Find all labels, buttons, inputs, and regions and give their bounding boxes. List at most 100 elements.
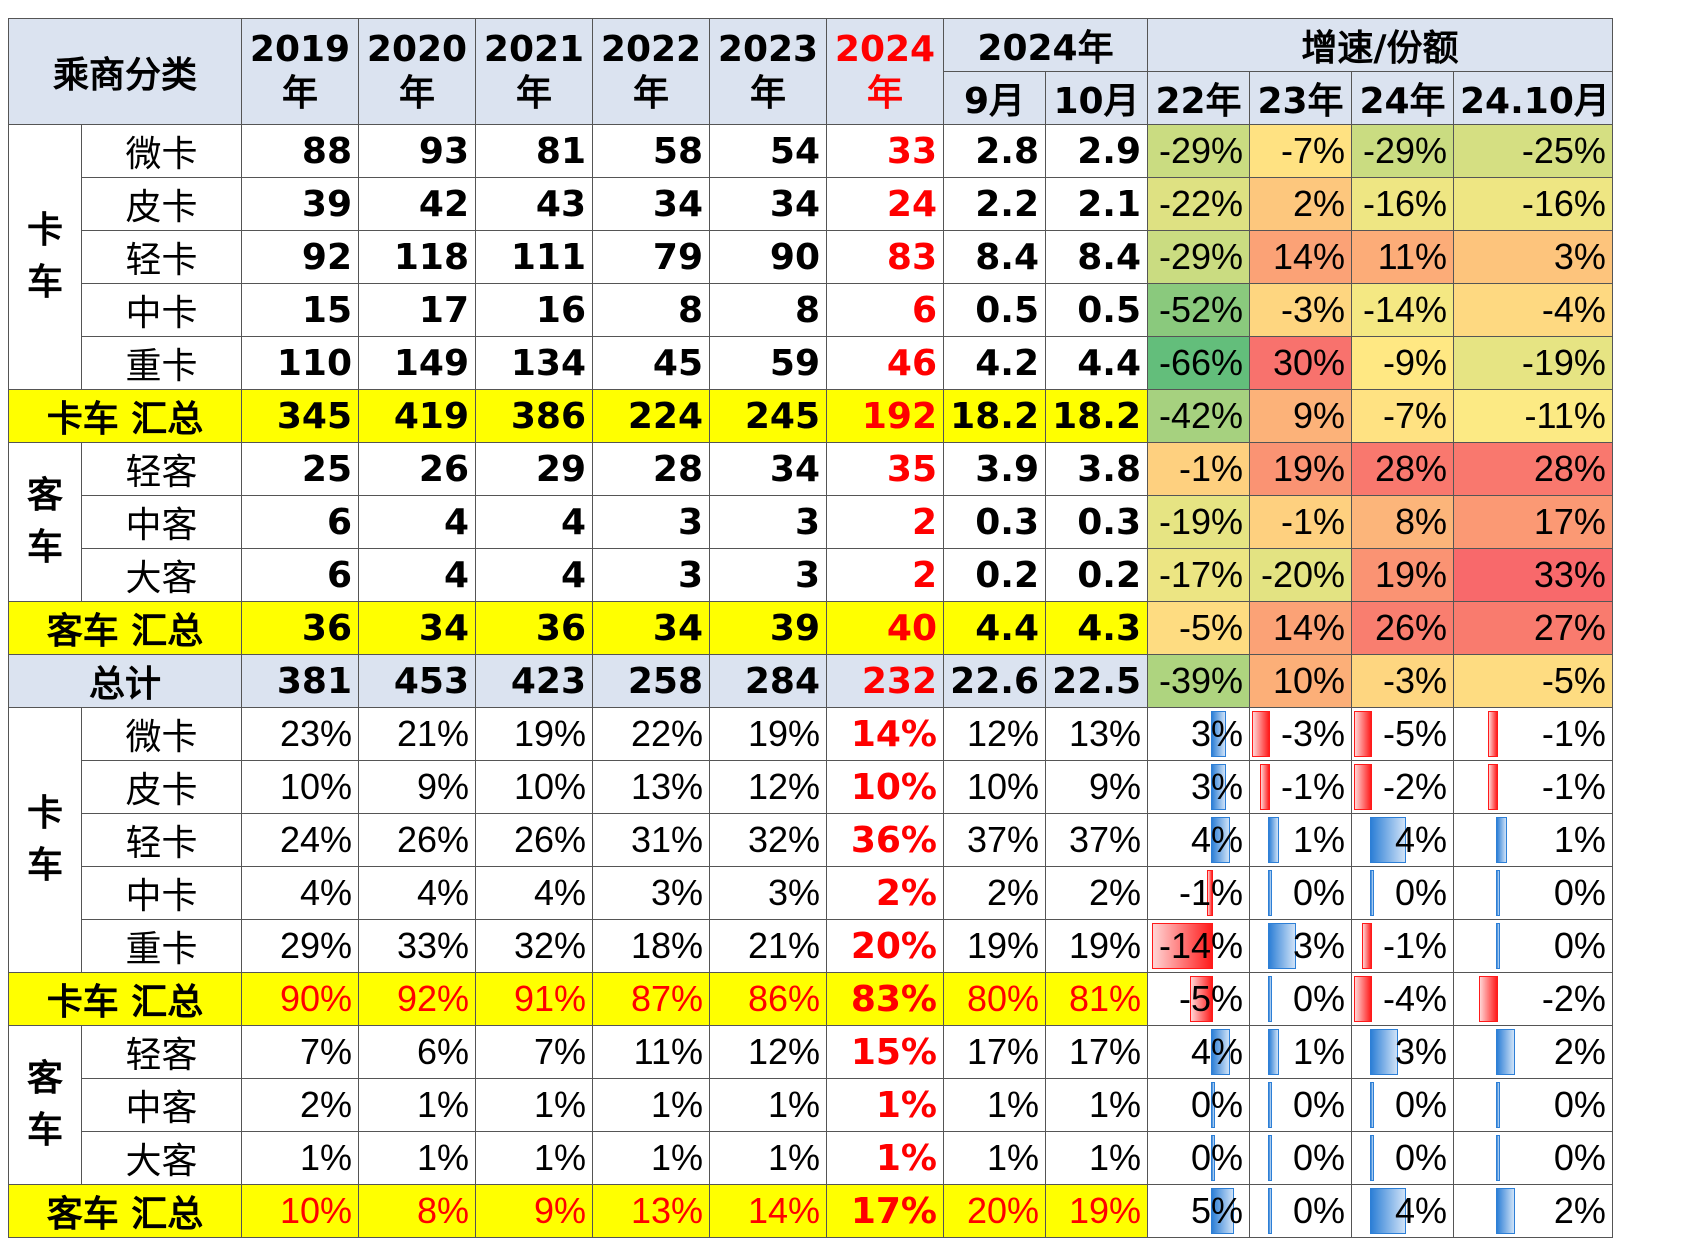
growth-cell: -1% <box>1147 442 1250 496</box>
share-delta-cell: 2% <box>1453 1025 1613 1079</box>
row-label: 中卡 <box>81 866 242 920</box>
month-value: 1% <box>1045 1078 1148 1132</box>
table-body: 卡车微卡 88 93 81 58 54 33 2.8 2.9 -29% -7% -29% -25% 皮卡 3… <box>8 124 1613 1238</box>
share-delta-cell: -5% <box>1351 707 1454 761</box>
share-row: 中卡 4% 4% 4% 3% 3% 2% 2% 2% -1% 0% 0% 0% <box>9 866 1613 920</box>
growth-cell: -7% <box>1249 124 1352 178</box>
share-delta-value: -5% <box>1178 978 1243 1019</box>
year-value: 2 <box>826 548 944 602</box>
positive-bar <box>1268 870 1272 916</box>
year-value: 3 <box>709 495 827 549</box>
positive-bar <box>1496 870 1500 916</box>
month-value: 4.2 <box>943 336 1046 390</box>
share-delta-value: 2% <box>1553 1031 1606 1072</box>
year-value: 39 <box>709 601 827 655</box>
share-delta-value: 0% <box>1394 1084 1447 1125</box>
share-delta-value: -1% <box>1280 766 1345 807</box>
subtotal-label: 客车 汇总 <box>8 1184 242 1238</box>
header-growth-col: 24年 <box>1351 71 1454 125</box>
year-value: 14% <box>709 1184 827 1238</box>
month-value: 2.8 <box>943 124 1046 178</box>
row-label: 中客 <box>81 1078 242 1132</box>
year-value: 88 <box>241 124 359 178</box>
year-value: 21% <box>709 919 827 973</box>
year-value: 7% <box>475 1025 593 1079</box>
share-delta-value: 0% <box>1553 925 1606 966</box>
month-value: 8.4 <box>1045 230 1148 284</box>
year-value: 381 <box>241 654 359 708</box>
year-value: 10% <box>241 760 359 814</box>
row-label: 微卡 <box>81 707 242 761</box>
row-label: 轻客 <box>81 442 242 496</box>
month-value: 1% <box>943 1078 1046 1132</box>
volume-row: 中客 6 4 4 3 3 2 0.3 0.3 -19% -1% 8% 17% <box>9 495 1613 549</box>
year-value: 2% <box>241 1078 359 1132</box>
year-value: 87% <box>592 972 710 1026</box>
year-value: 6 <box>241 548 359 602</box>
year-value: 13% <box>592 1184 710 1238</box>
share-row: 客车轻客 7% 6% 7% 11% 12% 15% 17% 17% 4% 1% 3% 2% <box>8 1025 1613 1185</box>
row-label: 大客 <box>81 548 242 602</box>
year-value: 93 <box>358 124 476 178</box>
year-value: 90 <box>709 230 827 284</box>
year-value: 42 <box>358 177 476 231</box>
month-value: 4.4 <box>1045 336 1148 390</box>
growth-cell: 3% <box>1453 230 1613 284</box>
year-value: 1% <box>475 1131 593 1185</box>
year-value: 4% <box>358 866 476 920</box>
share-delta-value: 0% <box>1292 1137 1345 1178</box>
year-value: 192 <box>826 389 944 443</box>
year-value: 4% <box>241 866 359 920</box>
month-value: 0.3 <box>1045 495 1148 549</box>
month-value: 9% <box>1045 760 1148 814</box>
growth-cell: 10% <box>1249 654 1352 708</box>
positive-bar <box>1268 817 1279 863</box>
year-value: 1% <box>709 1078 827 1132</box>
share-delta-cell: 1% <box>1453 813 1613 867</box>
share-delta-value: 0% <box>1190 1137 1243 1178</box>
header-year: 2023 年 <box>709 18 827 125</box>
growth-cell: 14% <box>1249 601 1352 655</box>
share-delta-value: 3% <box>1394 1031 1447 1072</box>
share-delta-cell: 0% <box>1453 1078 1613 1132</box>
positive-bar <box>1370 870 1374 916</box>
share-delta-cell: 0% <box>1453 1131 1613 1185</box>
share-delta-value: 4% <box>1394 819 1447 860</box>
row-label: 中客 <box>81 495 242 549</box>
year-value: 36% <box>826 813 944 867</box>
year-value: 33 <box>826 124 944 178</box>
month-value: 1% <box>943 1131 1046 1185</box>
share-delta-value: 4% <box>1190 1031 1243 1072</box>
positive-bar <box>1370 1082 1374 1128</box>
positive-bar <box>1268 1029 1279 1075</box>
share-delta-cell: -3% <box>1249 707 1352 761</box>
growth-cell: -9% <box>1351 336 1454 390</box>
total-label: 总计 <box>8 654 242 708</box>
positive-bar <box>1370 1135 1374 1181</box>
subtotal-label: 客车 汇总 <box>8 601 242 655</box>
year-value: 8 <box>709 283 827 337</box>
growth-cell: 19% <box>1249 442 1352 496</box>
month-value: 19% <box>1045 919 1148 973</box>
share-delta-cell: 4% <box>1147 813 1250 867</box>
month-value: 12% <box>943 707 1046 761</box>
year-value: 10% <box>475 760 593 814</box>
share-delta-value: 3% <box>1292 925 1345 966</box>
row-label: 皮卡 <box>81 760 242 814</box>
header-month-group: 2024年 <box>943 18 1148 72</box>
year-value: 24 <box>826 177 944 231</box>
share-row: 重卡 29% 33% 32% 18% 21% 20% 19% 19% -14% 3% -1% 0% <box>9 919 1613 973</box>
share-delta-value: -2% <box>1541 978 1606 1019</box>
growth-cell: -25% <box>1453 124 1613 178</box>
volume-row: 重卡 110 149 134 45 59 46 4.2 4.4 -66% 30% -9% -19% <box>9 336 1613 390</box>
row-label: 轻卡 <box>81 813 242 867</box>
negative-bar <box>1354 764 1372 810</box>
month-value: 17% <box>943 1025 1046 1079</box>
share-delta-cell: 3% <box>1147 760 1250 814</box>
year-value: 2 <box>826 495 944 549</box>
growth-cell: 11% <box>1351 230 1454 284</box>
share-delta-cell: 3% <box>1249 919 1352 973</box>
row-label: 重卡 <box>81 919 242 973</box>
share-delta-value: 1% <box>1292 819 1345 860</box>
year-value: 8 <box>592 283 710 337</box>
